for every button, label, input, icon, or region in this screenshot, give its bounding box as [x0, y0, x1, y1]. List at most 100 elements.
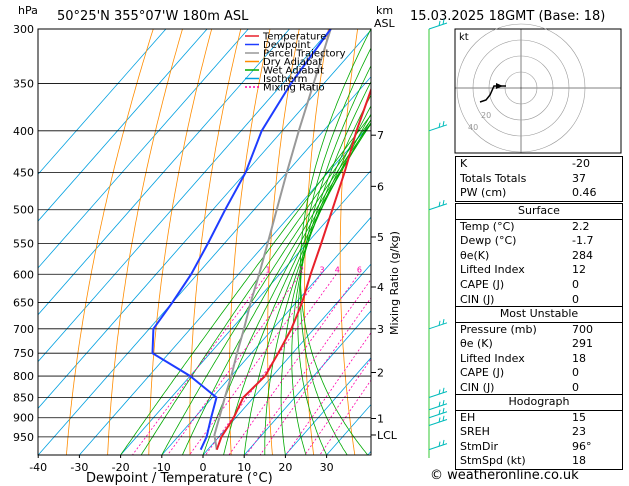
row-label: θe(K): [460, 248, 490, 262]
mixing-ratio-label: 1: [266, 265, 271, 274]
wind-barb: [428, 415, 448, 426]
table-row: K -20: [456, 157, 622, 172]
legend-label: Isotherm: [263, 74, 307, 85]
wind-barb: [428, 387, 448, 398]
row-label: Lifted Index: [460, 263, 525, 277]
asl-label: ASL: [374, 17, 396, 30]
x-tick-label: -20: [112, 461, 130, 474]
row-label: CIN (J): [460, 292, 495, 306]
table-row: CAPE (J) 0: [456, 278, 622, 293]
table-row: StmSpd (kt) 18: [456, 454, 622, 469]
mixing-ratio-label: 4: [335, 265, 340, 274]
wind-barb: [428, 19, 448, 30]
pressure-tick-label: 350: [13, 78, 34, 91]
hodograph-ring-label: 40: [468, 123, 478, 132]
row-value: 96°: [572, 439, 592, 453]
dry-adiabat-line: [107, 29, 183, 455]
row-value: 37: [572, 171, 586, 185]
table-row: CIN (J) 0: [456, 293, 622, 308]
mixing-ratio-label: 6: [357, 265, 362, 274]
row-value: -1.7: [572, 234, 594, 248]
hodograph-frame: [454, 28, 622, 154]
dewpoint-line: [151, 29, 332, 451]
wind-barb: [428, 399, 448, 411]
table-row: CAPE (J) 0: [456, 366, 622, 381]
legend-label: Parcel Trajectory: [263, 49, 346, 60]
legend-label: Wet Adiabat: [263, 66, 324, 77]
hodograph-table-title: Hodograph: [456, 395, 622, 411]
isotherm-line: [38, 29, 167, 175]
mixing-ratio-label: 15: [408, 265, 418, 274]
isotherm-line: [161, 216, 371, 455]
hodograph-unit-label: kt: [459, 32, 469, 43]
pressure-tick-label: 550: [13, 237, 34, 250]
row-value: 700: [572, 322, 593, 336]
row-label: Lifted Index: [460, 351, 525, 365]
row-value: 12: [572, 263, 586, 277]
copyright: © weatheronline.co.uk: [430, 468, 579, 483]
row-label: Temp (°C): [460, 219, 515, 233]
row-label: StmSpd (kt): [460, 454, 526, 468]
row-label: CIN (J): [460, 380, 495, 394]
x-axis-label: Dewpoint / Temperature (°C): [86, 471, 273, 486]
hodograph-ring: [488, 55, 554, 121]
table-row: StmDir 96°: [456, 440, 622, 455]
hodograph-ring-label: 20: [481, 111, 491, 120]
hodograph-ring: [472, 39, 570, 137]
temperature-line: [215, 86, 371, 451]
km-tick-label: 4: [377, 281, 384, 294]
x-tick-label: -10: [153, 461, 171, 474]
wind-barb: [428, 318, 448, 330]
row-value: 0.46: [572, 186, 597, 200]
chart-grid: 1 2 3 4 6 8 10 15 20 25: [38, 29, 437, 455]
pressure-tick-label: 700: [13, 323, 34, 336]
pressure-tick-label: 300: [13, 23, 34, 36]
row-label: StmDir: [460, 439, 499, 453]
isotherm-line: [38, 29, 249, 269]
dry-adiabat-line: [408, 29, 437, 455]
km-tick-label: 7: [377, 129, 384, 142]
x-tick-label: 0: [200, 461, 207, 474]
chart-profiles: [151, 29, 371, 451]
row-value: 284: [572, 248, 593, 262]
pressure-tick-label: 500: [13, 204, 34, 217]
datetime-title: 15.03.2025 18GMT (Base: 18): [410, 9, 605, 24]
surface-title: Surface: [456, 204, 622, 220]
row-label: Dewp (°C): [460, 234, 517, 248]
x-tick-label: 30: [320, 461, 334, 474]
legend-label: Dry Adiabat: [263, 57, 322, 68]
row-label: CAPE (J): [460, 366, 505, 380]
most-unstable-table: Most Unstable Pressure (mb) 700 θe (K) 291 L…: [455, 306, 623, 397]
table-row: Pressure (mb) 700: [456, 323, 622, 338]
hodograph-ring: [504, 71, 538, 105]
table-row: θe(K) 284: [456, 249, 622, 264]
wind-barbs: [428, 19, 448, 458]
table-row: Temp (°C) 2.2: [456, 220, 622, 235]
row-value: 18: [572, 454, 586, 468]
km-tick-label: 3: [377, 323, 384, 336]
isotherm-line: [38, 29, 290, 316]
row-value: 15: [572, 410, 586, 424]
location-title: 50°25'N 355°07'W 180m ASL: [57, 9, 249, 24]
hodograph-table: Hodograph EH 15 SREH 23 StmDir 96° StmSpd (kt)…: [455, 394, 623, 470]
row-label: CAPE (J): [460, 277, 505, 291]
wind-barb: [428, 407, 448, 419]
row-value: 2.2: [572, 219, 590, 233]
km-tick-label: 2: [377, 366, 384, 379]
row-value: 0: [572, 380, 579, 394]
row-value: 23: [572, 425, 586, 439]
mixing-ratio-label: 3: [320, 265, 325, 274]
table-row: Totals Totals 37: [456, 172, 622, 187]
isotherm-line: [38, 76, 371, 455]
storm-motion-marker: [496, 83, 503, 89]
km-label: km: [376, 4, 393, 17]
pressure-tick-label: 850: [13, 391, 34, 404]
row-label: EH: [460, 410, 476, 424]
row-value: 18: [572, 351, 586, 365]
surface-table: Surface Temp (°C) 2.2 Dewp (°C) -1.7 θe(K) 28…: [455, 203, 623, 309]
table-row: Dewp (°C) -1.7: [456, 234, 622, 249]
legend-label: Dewpoint: [263, 40, 311, 51]
row-value: 0: [572, 292, 579, 306]
